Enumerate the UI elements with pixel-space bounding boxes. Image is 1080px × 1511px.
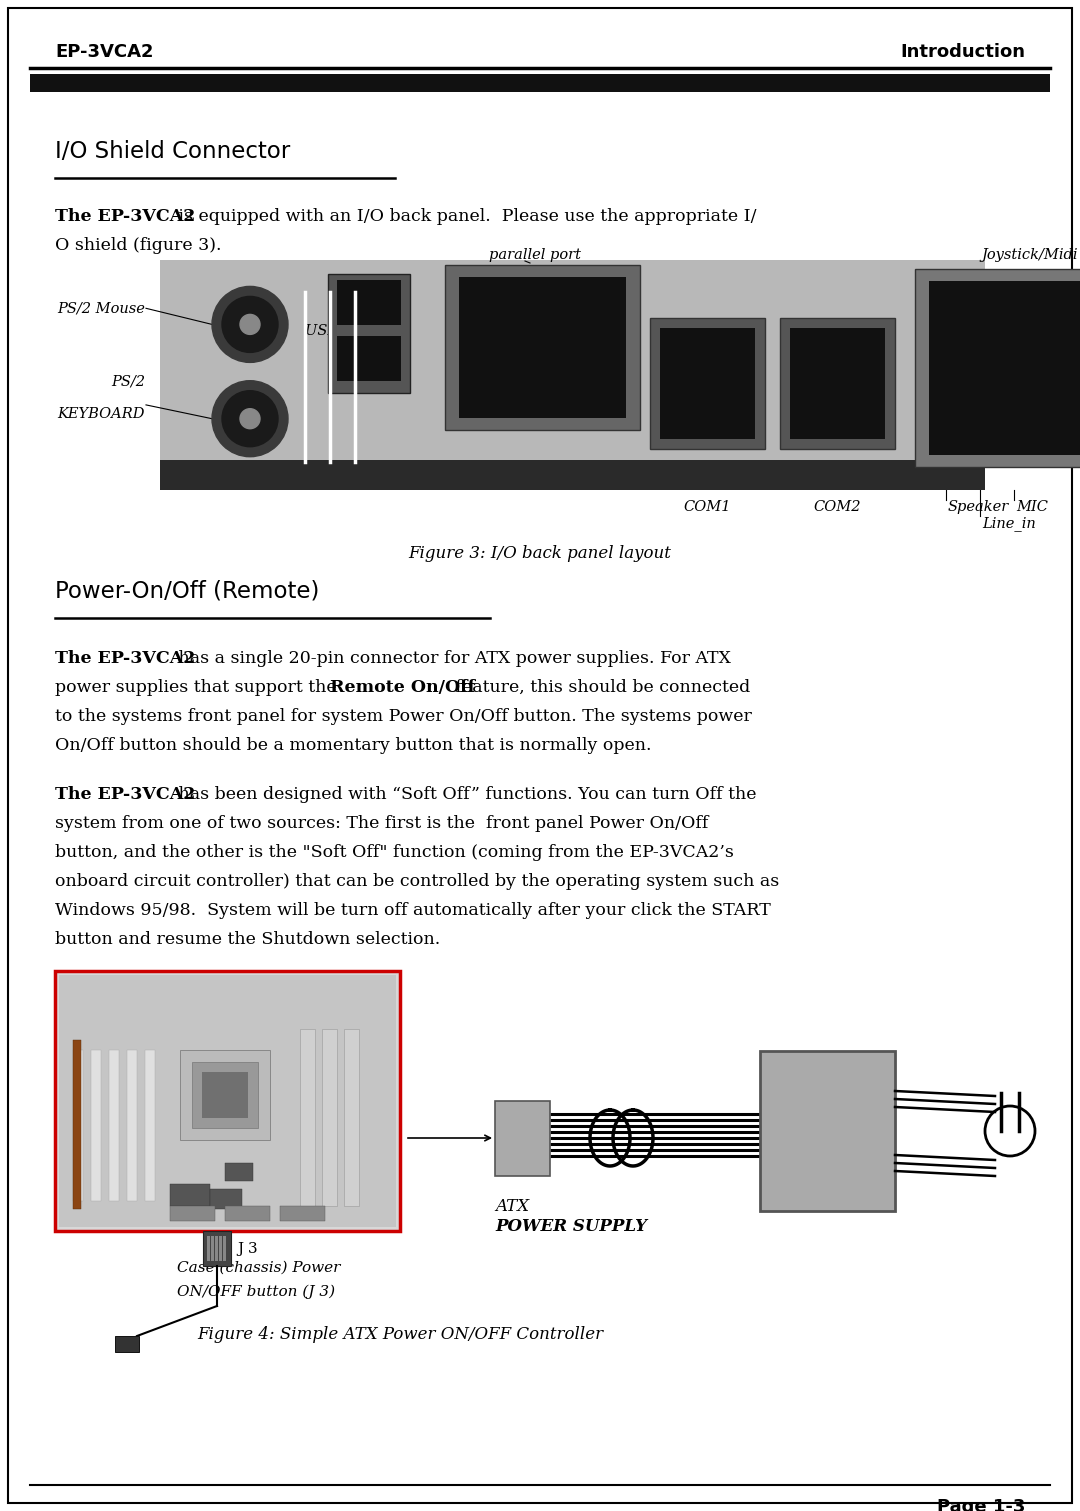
Text: Figure 4: Simple ATX Power ON/OFF Controller: Figure 4: Simple ATX Power ON/OFF Contro… bbox=[197, 1327, 603, 1343]
Text: PS/2: PS/2 bbox=[111, 375, 145, 388]
Bar bbox=[207, 1236, 210, 1262]
Bar bbox=[760, 1052, 895, 1210]
Bar bbox=[160, 461, 985, 490]
Text: system from one of two sources: The first is the  front panel Power On/Off: system from one of two sources: The firs… bbox=[55, 814, 708, 833]
Bar bbox=[202, 1071, 248, 1118]
Bar bbox=[929, 281, 1080, 455]
Text: parallel port: parallel port bbox=[489, 248, 581, 261]
Bar bbox=[211, 1236, 214, 1262]
Text: Figure 3: I/O back panel layout: Figure 3: I/O back panel layout bbox=[408, 545, 672, 562]
Text: The EP-3VCA2: The EP-3VCA2 bbox=[55, 650, 195, 666]
Bar bbox=[495, 1102, 550, 1176]
Bar bbox=[215, 1236, 218, 1262]
Text: button, and the other is the "Soft Off" function (coming from the EP-3VCA2’s: button, and the other is the "Soft Off" … bbox=[55, 845, 734, 861]
Bar bbox=[280, 1206, 325, 1221]
Bar bbox=[73, 1050, 83, 1201]
Bar bbox=[170, 1185, 210, 1206]
Circle shape bbox=[240, 408, 260, 429]
Bar bbox=[210, 1189, 242, 1209]
Bar bbox=[59, 975, 396, 1227]
Text: J 3: J 3 bbox=[237, 1242, 258, 1256]
Circle shape bbox=[212, 287, 288, 363]
Bar bbox=[91, 1050, 102, 1201]
Bar bbox=[192, 1062, 258, 1129]
Bar bbox=[445, 264, 640, 431]
Bar bbox=[73, 1040, 81, 1209]
Text: KEYBOARD: KEYBOARD bbox=[57, 406, 145, 422]
Bar bbox=[915, 269, 1080, 467]
Text: Introduction: Introduction bbox=[900, 42, 1025, 60]
Bar bbox=[225, 1163, 253, 1182]
Bar bbox=[222, 1236, 226, 1262]
Bar bbox=[55, 972, 400, 1231]
Text: COM1: COM1 bbox=[684, 500, 731, 514]
Bar bbox=[114, 1336, 139, 1352]
Text: MIC: MIC bbox=[1016, 500, 1048, 514]
Text: Line_in: Line_in bbox=[982, 515, 1036, 530]
Bar bbox=[789, 328, 885, 438]
Bar bbox=[160, 260, 985, 490]
Text: has been designed with “Soft Off” functions. You can turn Off the: has been designed with “Soft Off” functi… bbox=[173, 786, 756, 802]
Bar bbox=[203, 1231, 231, 1266]
Text: onboard circuit controller) that can be controlled by the operating system such : onboard circuit controller) that can be … bbox=[55, 873, 780, 890]
Bar bbox=[300, 1029, 315, 1206]
Text: ATX: ATX bbox=[495, 1198, 529, 1215]
Circle shape bbox=[222, 296, 278, 352]
Text: power supplies that support the: power supplies that support the bbox=[55, 678, 342, 697]
Text: is equipped with an I/O back panel.  Please use the appropriate I/: is equipped with an I/O back panel. Plea… bbox=[173, 209, 756, 225]
Text: feature, this should be connected: feature, this should be connected bbox=[450, 678, 751, 697]
Circle shape bbox=[240, 314, 260, 334]
Text: Power-On/Off (Remote): Power-On/Off (Remote) bbox=[55, 580, 320, 603]
Bar bbox=[219, 1236, 222, 1262]
Text: USB port: USB port bbox=[305, 325, 374, 338]
Text: O shield (figure 3).: O shield (figure 3). bbox=[55, 237, 221, 254]
Text: Page 1-3: Page 1-3 bbox=[936, 1497, 1025, 1511]
Text: ON/OFF button (J 3): ON/OFF button (J 3) bbox=[177, 1284, 335, 1299]
Bar bbox=[322, 1029, 337, 1206]
Bar bbox=[145, 1050, 156, 1201]
Bar bbox=[459, 277, 626, 419]
Text: EP-3VCA2: EP-3VCA2 bbox=[55, 42, 153, 60]
Text: Windows 95/98.  System will be turn off automatically after your click the START: Windows 95/98. System will be turn off a… bbox=[55, 902, 771, 919]
Bar bbox=[328, 273, 410, 393]
Text: button and resume the Shutdown selection.: button and resume the Shutdown selection… bbox=[55, 931, 441, 947]
Bar bbox=[180, 1050, 270, 1139]
Text: Remote On/Off: Remote On/Off bbox=[330, 678, 475, 697]
Text: to the systems front panel for system Power On/Off button. The systems power: to the systems front panel for system Po… bbox=[55, 709, 752, 725]
Text: I/O Shield Connector: I/O Shield Connector bbox=[55, 141, 291, 163]
Text: Joystick/Midi: Joystick/Midi bbox=[982, 248, 1078, 261]
Text: The EP-3VCA2: The EP-3VCA2 bbox=[55, 209, 195, 225]
Text: has a single 20-pin connector for ATX power supplies. For ATX: has a single 20-pin connector for ATX po… bbox=[173, 650, 731, 666]
Text: Speaker: Speaker bbox=[948, 500, 1009, 514]
Text: Case (chassis) Power: Case (chassis) Power bbox=[177, 1262, 340, 1275]
Bar bbox=[780, 317, 895, 449]
Bar bbox=[345, 1029, 359, 1206]
Text: POWER SUPPLY: POWER SUPPLY bbox=[495, 1218, 647, 1234]
Bar bbox=[337, 335, 401, 381]
Bar bbox=[650, 317, 765, 449]
Circle shape bbox=[212, 381, 288, 456]
Bar bbox=[170, 1206, 215, 1221]
Bar bbox=[660, 328, 755, 438]
Bar bbox=[109, 1050, 119, 1201]
Bar bbox=[337, 280, 401, 325]
Bar bbox=[225, 1206, 270, 1221]
Text: COM2: COM2 bbox=[813, 500, 861, 514]
Bar bbox=[127, 1050, 137, 1201]
Text: The EP-3VCA2: The EP-3VCA2 bbox=[55, 786, 195, 802]
Circle shape bbox=[222, 391, 278, 447]
Text: PS/2 Mouse: PS/2 Mouse bbox=[57, 301, 145, 316]
Bar bbox=[30, 74, 1050, 92]
Text: On/Off button should be a momentary button that is normally open.: On/Off button should be a momentary butt… bbox=[55, 737, 651, 754]
